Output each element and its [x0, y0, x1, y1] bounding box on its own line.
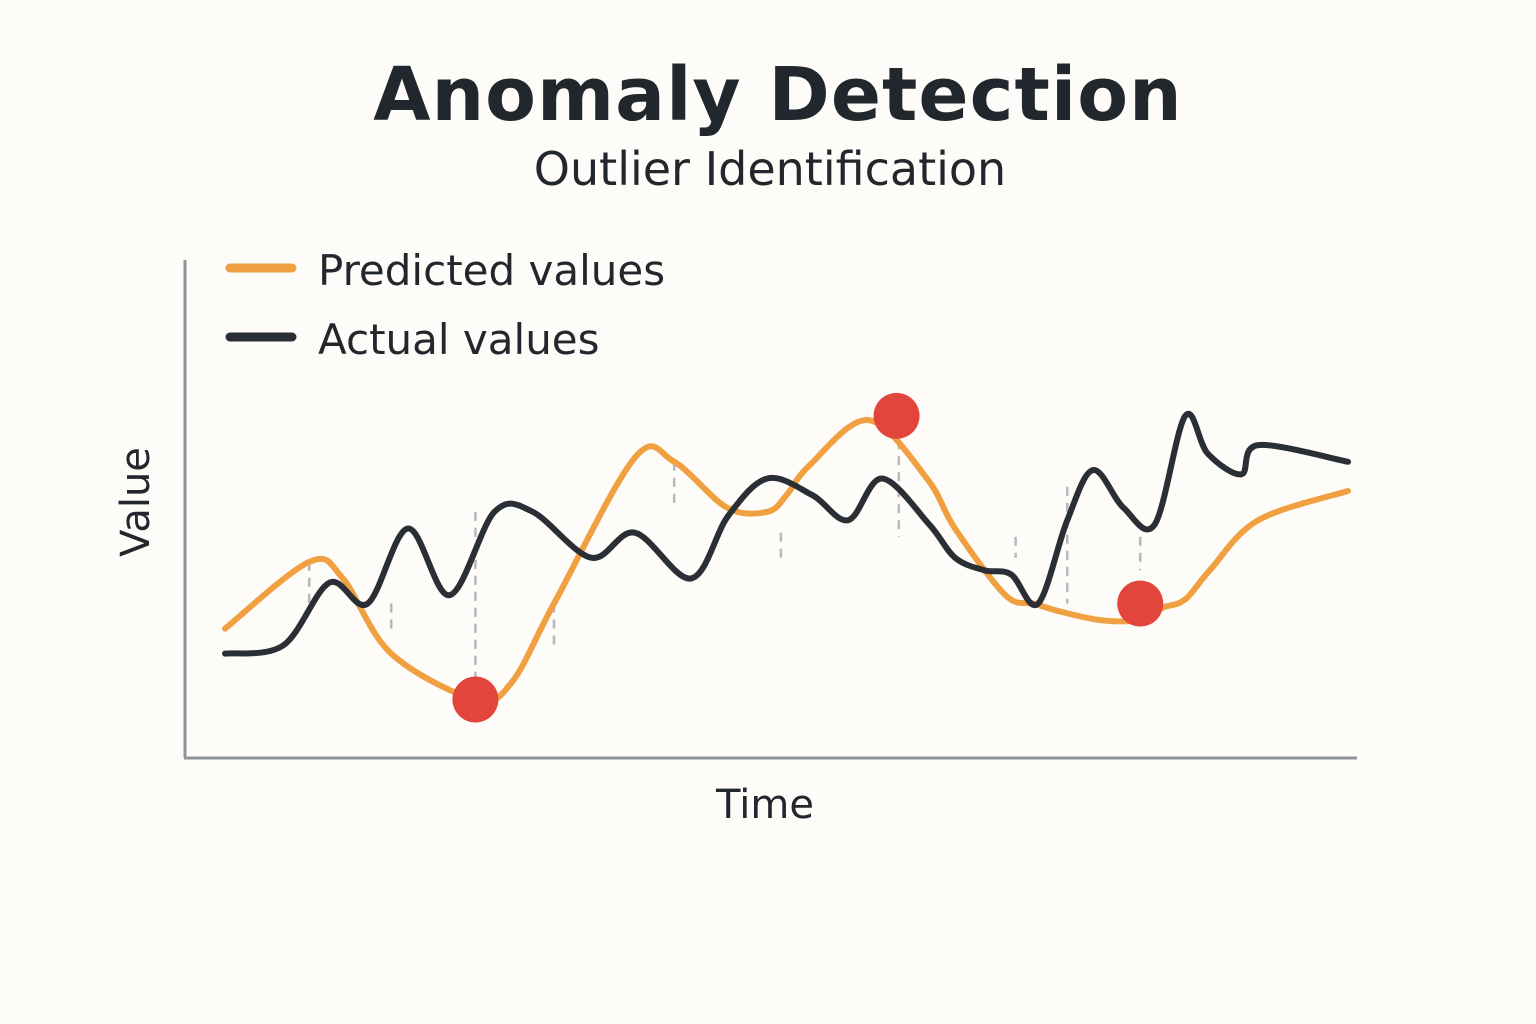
- legend-label-actual: Actual values: [318, 315, 600, 364]
- anomaly-point-1: [452, 676, 499, 723]
- x-axis-label: Time: [715, 782, 814, 828]
- series-lines: [222, 410, 1351, 705]
- chart-subtitle: Outlier Identification: [533, 142, 1007, 196]
- anomaly-markers: [452, 392, 1164, 723]
- deviation-marks: [307, 424, 1142, 679]
- legend-label-predicted: Predicted values: [318, 246, 665, 295]
- predicted-values-line: [222, 417, 1351, 705]
- anomaly-point-3: [1117, 580, 1164, 627]
- chart-title: Anomaly Detection: [373, 52, 1183, 138]
- chart-axes: [183, 260, 1357, 760]
- actual-values-line: [222, 410, 1351, 657]
- y-axis-label: Value: [113, 447, 159, 557]
- legend: Predicted values Actual values: [225, 246, 665, 364]
- anomaly-point-2: [873, 392, 920, 439]
